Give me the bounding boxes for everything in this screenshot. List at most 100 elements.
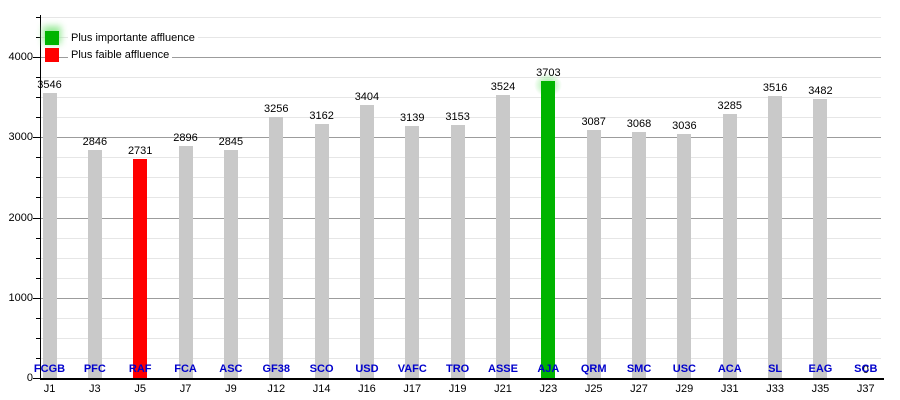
team-link-USC[interactable]: USC <box>672 363 696 375</box>
gridline-minor-3500 <box>40 97 881 99</box>
y-axis-tick-3250 <box>36 117 40 119</box>
y-axis-tick-750 <box>36 317 40 319</box>
team-link-SCO[interactable]: SCO <box>309 363 334 375</box>
y-axis-label-1000: 1000 <box>8 291 33 304</box>
team-link-VAFC[interactable]: VAFC <box>397 363 427 375</box>
y-axis-tick-4000 <box>33 57 40 58</box>
y-axis-label-0: 0 <box>26 372 33 384</box>
matchday-label-J37: J37 <box>856 383 875 395</box>
value-label-GF38: 3256 <box>264 102 289 115</box>
y-axis-tick-1750 <box>36 237 40 239</box>
value-label-FCGB: 3546 <box>37 79 62 92</box>
chart-legend: Plus importante affluence Plus faible af… <box>45 29 198 63</box>
value-label-PFC: 2846 <box>82 135 108 148</box>
y-axis-tick-1500 <box>36 257 40 259</box>
y-axis-tick-4250 <box>36 36 40 38</box>
team-link-USD[interactable]: USD <box>355 363 379 375</box>
y-axis-line <box>40 15 41 379</box>
bar-PFC <box>87 149 102 378</box>
bar-ASSE <box>496 95 510 378</box>
team-link-AJA[interactable]: AJA <box>537 363 560 375</box>
team-link-SL[interactable]: SL <box>768 363 783 375</box>
matchday-label-J19: J19 <box>448 383 467 395</box>
matchday-label-J27: J27 <box>630 383 648 395</box>
y-axis-label-3000: 3000 <box>8 131 33 144</box>
bar-FCA <box>178 145 193 378</box>
value-label-EAG: 3482 <box>808 84 833 97</box>
matchday-label-J16: J16 <box>358 383 376 395</box>
gridline-minor-4500 <box>40 16 881 18</box>
team-link-ASC[interactable]: ASC <box>219 363 243 375</box>
gridline-minor-3750 <box>40 77 881 79</box>
bar-SMC <box>632 131 647 378</box>
team-link-QRM[interactable]: QRM <box>580 363 607 375</box>
value-label-AJA: 3703 <box>536 66 561 79</box>
matchday-label-J3: J3 <box>89 383 101 395</box>
matchday-label-J23: J23 <box>539 383 558 395</box>
legend-swatch-min-icon <box>45 47 59 62</box>
value-label-USC: 3036 <box>672 120 697 133</box>
bar-USC <box>677 134 692 378</box>
bar-QRM <box>586 130 601 378</box>
y-axis-tick-1000 <box>33 297 40 299</box>
y-axis-label-2000: 2000 <box>8 211 33 224</box>
value-label-ACA: 3285 <box>717 100 742 113</box>
legend-label-min: Plus faible affluence <box>68 47 173 62</box>
gridline-major-4000 <box>40 57 881 58</box>
y-axis-tick-500 <box>36 337 40 339</box>
y-axis-label-4000: 4000 <box>8 51 33 63</box>
matchday-label-J14: J14 <box>312 383 331 395</box>
matchday-label-J29: J29 <box>675 383 694 395</box>
value-label-VAFC: 3139 <box>400 112 425 125</box>
team-link-ASSE[interactable]: ASSE <box>488 363 518 375</box>
y-axis-tick-2750 <box>36 157 40 159</box>
legend-entry-min: Plus faible affluence <box>45 46 198 63</box>
legend-entry-max: Plus importante affluence <box>45 29 198 46</box>
matchday-label-J9: J9 <box>225 383 237 395</box>
bar-ACA <box>722 114 737 378</box>
value-label-ASSE: 3524 <box>490 81 516 94</box>
bar-GF38 <box>269 116 284 378</box>
value-label-SCB: 0 <box>862 364 869 376</box>
gridline-minor-3250 <box>40 117 881 119</box>
bar-FCGB <box>42 93 57 378</box>
value-label-USD: 3404 <box>354 90 380 103</box>
value-label-ASC: 2845 <box>218 135 244 148</box>
value-label-SL: 3516 <box>762 81 788 94</box>
bar-EAG <box>813 98 828 378</box>
team-link-SCB[interactable]: SCB <box>854 363 878 375</box>
y-axis-tick-4500 <box>36 16 40 18</box>
matchday-label-J12: J12 <box>267 383 286 395</box>
value-label-SCO: 3162 <box>309 110 334 123</box>
value-label-QRM: 3087 <box>581 116 606 129</box>
y-axis-tick-2500 <box>36 177 40 179</box>
value-label-TRO: 3153 <box>445 110 470 123</box>
team-link-TRO[interactable]: TRO <box>446 363 470 375</box>
legend-swatch-max-icon <box>45 30 59 45</box>
team-link-PFC[interactable]: PFC <box>83 363 106 375</box>
gridline-minor-4250 <box>40 36 881 38</box>
y-axis-tick-0 <box>33 378 40 379</box>
legend-label-max: Plus importante affluence <box>68 30 198 45</box>
value-label-FCA: 2896 <box>173 131 198 144</box>
team-link-FCA[interactable]: FCA <box>174 363 197 375</box>
matchday-label-J31: J31 <box>720 383 739 395</box>
y-axis-tick-250 <box>36 357 40 359</box>
team-link-EAG[interactable]: EAG <box>808 363 833 375</box>
y-axis-tick-3750 <box>36 77 40 79</box>
team-link-RAF[interactable]: RAF <box>128 363 152 375</box>
bar-AJA <box>541 80 556 378</box>
y-axis-tick-2250 <box>36 197 40 199</box>
value-label-RAF: 2731 <box>127 144 153 157</box>
matchday-label-J17: J17 <box>403 383 422 395</box>
value-label-SMC: 3068 <box>626 117 652 130</box>
bar-TRO <box>450 124 465 378</box>
team-link-GF38[interactable]: GF38 <box>262 363 290 375</box>
team-link-ACA[interactable]: ACA <box>717 363 742 375</box>
bar-VAFC <box>405 126 420 378</box>
team-link-FCGB[interactable]: FCGB <box>33 363 66 375</box>
team-link-SMC[interactable]: SMC <box>626 363 652 375</box>
matchday-label-J7: J7 <box>179 383 192 395</box>
bar-USD <box>359 104 374 378</box>
